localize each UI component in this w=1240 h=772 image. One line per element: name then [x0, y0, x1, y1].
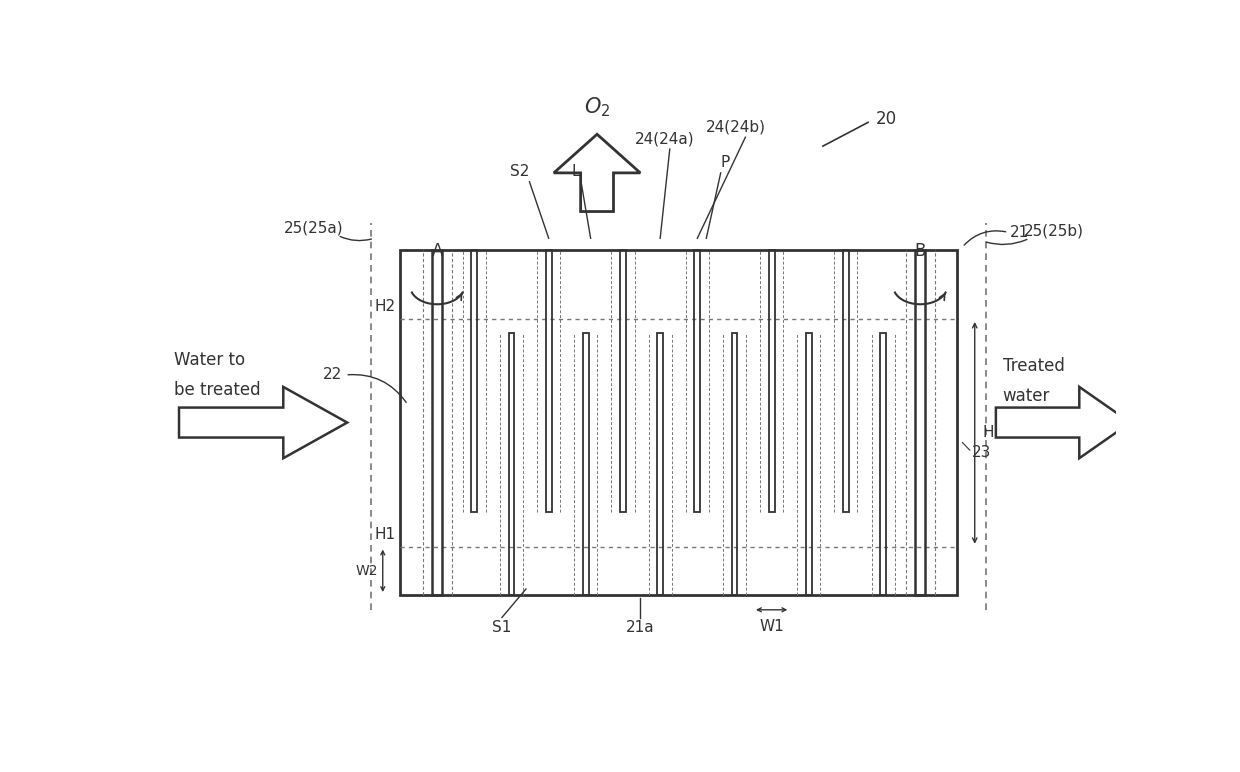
Bar: [401, 250, 957, 595]
Text: 25(25a): 25(25a): [284, 220, 343, 235]
Text: L: L: [572, 164, 580, 179]
Text: $O_2$: $O_2$: [584, 96, 610, 120]
Text: Water to: Water to: [174, 351, 246, 369]
Bar: [694, 250, 701, 512]
Text: water: water: [1003, 387, 1050, 405]
Text: 25(25b): 25(25b): [1023, 223, 1084, 239]
Text: H: H: [982, 425, 994, 440]
Bar: [433, 250, 441, 595]
Bar: [843, 250, 849, 512]
Bar: [880, 333, 887, 595]
Text: 21a: 21a: [626, 620, 655, 635]
Bar: [471, 250, 477, 512]
Text: S2: S2: [510, 164, 529, 179]
Text: H1: H1: [374, 527, 396, 542]
Text: A: A: [432, 242, 443, 259]
Text: P: P: [720, 155, 730, 170]
Bar: [732, 333, 738, 595]
Text: 21: 21: [1011, 225, 1029, 240]
Bar: [915, 250, 925, 595]
Text: 24(24a): 24(24a): [635, 131, 694, 146]
Text: S1: S1: [492, 620, 512, 635]
Text: B: B: [915, 242, 926, 259]
Text: 22: 22: [324, 367, 342, 382]
Bar: [583, 333, 589, 595]
Bar: [546, 250, 552, 512]
Text: 23: 23: [972, 445, 991, 460]
Text: 20: 20: [875, 110, 897, 128]
Bar: [508, 333, 515, 595]
Bar: [769, 250, 775, 512]
Text: W2: W2: [356, 564, 378, 577]
Text: H2: H2: [374, 300, 396, 314]
Bar: [657, 333, 663, 595]
Bar: [620, 250, 626, 512]
Bar: [806, 333, 812, 595]
Text: 24(24b): 24(24b): [706, 119, 766, 134]
Text: be treated: be treated: [174, 381, 260, 399]
Text: Treated: Treated: [1003, 357, 1064, 375]
Text: W1: W1: [759, 618, 784, 634]
